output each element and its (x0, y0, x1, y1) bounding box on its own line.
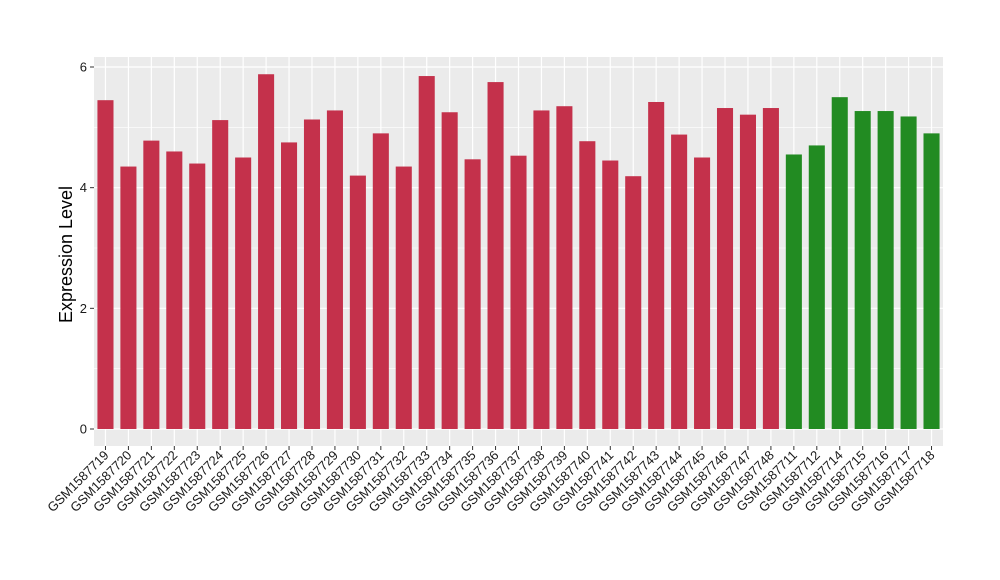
bar-GSM1587735 (464, 159, 481, 429)
bar-GSM1587738 (533, 110, 550, 429)
bar-GSM1587731 (372, 133, 389, 429)
bar-GSM1587724 (212, 120, 229, 430)
bar-GSM1587741 (602, 160, 619, 429)
x-axis: GSM1587719GSM1587720GSM1587721GSM1587722… (44, 446, 938, 515)
bar-GSM1587739 (556, 106, 573, 429)
y-tick-label: 0 (80, 422, 87, 437)
y-tick-label: 6 (80, 60, 87, 75)
bar-GSM1587725 (235, 157, 252, 429)
bar-GSM1587732 (395, 166, 412, 430)
bar-GSM1587712 (808, 145, 825, 429)
bar-GSM1587734 (441, 112, 458, 429)
bar-GSM1587744 (671, 134, 688, 429)
bar-GSM1587745 (694, 157, 711, 429)
bar-GSM1587728 (303, 119, 321, 430)
bar-GSM1587723 (189, 163, 206, 430)
bar-GSM1587730 (349, 175, 366, 429)
bar-GSM1587748 (762, 108, 779, 429)
bar-GSM1587736 (487, 82, 504, 429)
bar-GSM1587715 (854, 111, 871, 429)
bar-GSM1587737 (510, 155, 527, 429)
bars (97, 74, 940, 430)
bar-GSM1587742 (625, 176, 642, 429)
bar-GSM1587716 (877, 111, 894, 429)
bar-GSM1587747 (739, 114, 756, 429)
bar-GSM1587717 (900, 116, 917, 430)
y-tick-label: 2 (80, 301, 87, 316)
y-axis-title: Expression Level (56, 186, 76, 323)
bar-GSM1587711 (785, 154, 802, 429)
bar-GSM1587718 (923, 133, 940, 429)
bar-GSM1587719 (97, 100, 114, 429)
y-tick-label: 4 (80, 180, 87, 195)
y-axis: 0 2 4 6 (80, 60, 94, 437)
bar-GSM1587722 (166, 151, 183, 429)
bar-GSM1587733 (418, 76, 435, 430)
bar-GSM1587729 (326, 110, 343, 429)
bar-GSM1587721 (143, 140, 160, 429)
bar-GSM1587726 (258, 74, 275, 430)
bar-GSM1587714 (831, 97, 848, 430)
bar-GSM1587740 (579, 141, 596, 429)
bar-GSM1587727 (281, 142, 298, 429)
bar-GSM1587720 (120, 166, 137, 430)
bar-GSM1587743 (648, 101, 665, 429)
bar-GSM1587746 (716, 108, 734, 429)
